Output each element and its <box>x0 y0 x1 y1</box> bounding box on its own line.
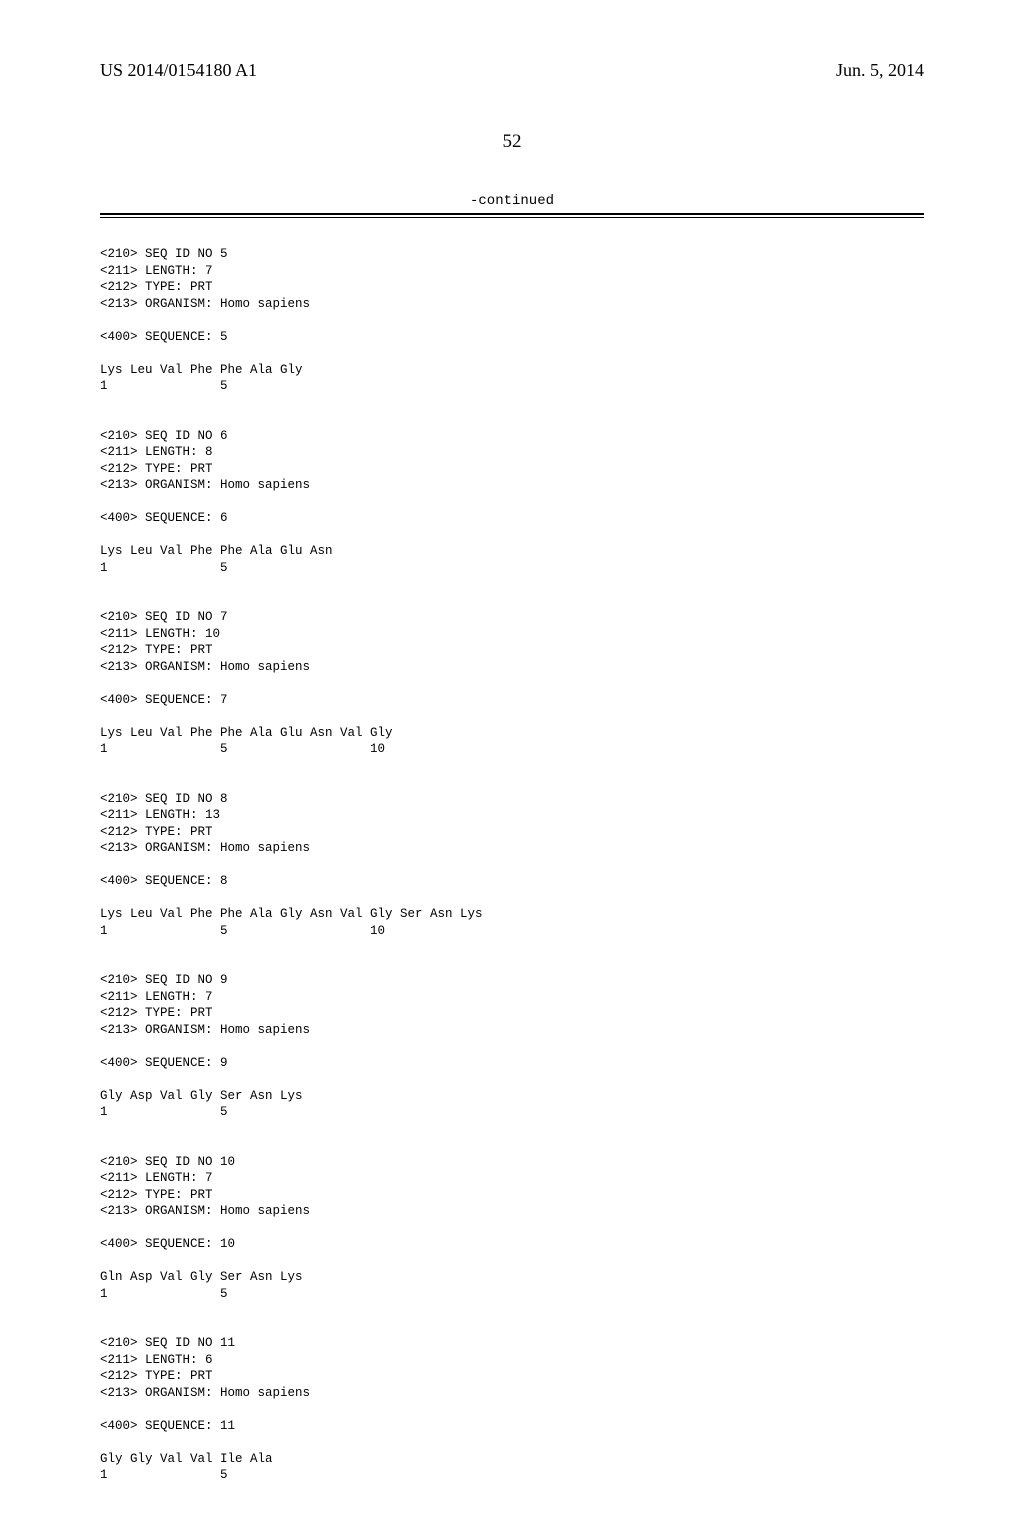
divider-bottom <box>100 217 924 218</box>
header-row: US 2014/0154180 A1 Jun. 5, 2014 <box>100 60 924 81</box>
page-number: 52 <box>100 131 924 153</box>
publication-date: Jun. 5, 2014 <box>836 60 924 81</box>
publication-number: US 2014/0154180 A1 <box>100 60 257 81</box>
page-container: US 2014/0154180 A1 Jun. 5, 2014 52 -cont… <box>0 0 1024 1524</box>
continued-label: -continued <box>100 193 924 209</box>
divider-top <box>100 213 924 215</box>
sequence-listing: <210> SEQ ID NO 5 <211> LENGTH: 7 <212> … <box>100 246 924 1484</box>
